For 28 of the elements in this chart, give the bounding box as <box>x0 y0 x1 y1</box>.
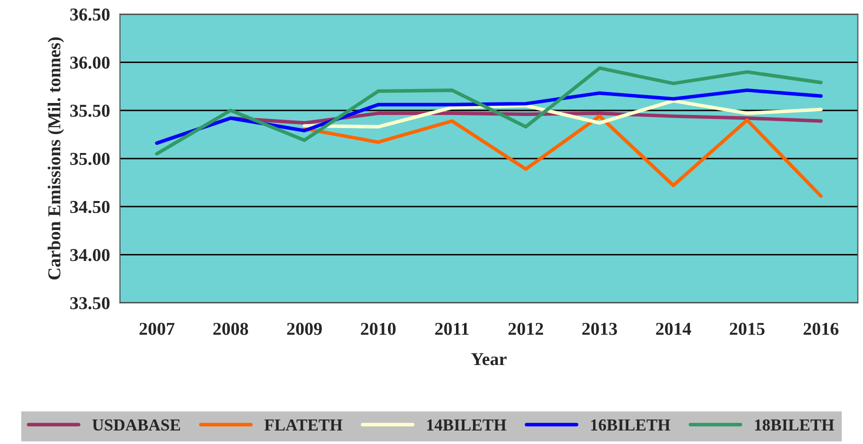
x-axis-title: Year <box>471 353 507 366</box>
x-tick-label: 2008 <box>213 322 248 335</box>
legend-label: FLATETH <box>264 419 342 430</box>
y-tick-label: 35.00 <box>70 152 110 166</box>
x-tick-label: 2007 <box>140 322 174 335</box>
line-series <box>302 99 823 128</box>
x-tick-label: 2016 <box>804 322 838 335</box>
legend-label: 16BILETH <box>591 419 670 431</box>
y-tick-label: 34.50 <box>70 200 110 214</box>
x-tick-label: 2013 <box>582 322 618 335</box>
y-axis-title: Carbon Emissions (Mil. tonnes) <box>48 37 64 280</box>
line-series <box>155 66 823 156</box>
y-tick-label: 36.50 <box>70 8 110 21</box>
legend-label: 18BILETH <box>755 419 834 431</box>
y-tick-label: 33.50 <box>70 297 110 310</box>
y-tick-label: 35.50 <box>70 104 110 117</box>
x-tick-label: 2011 <box>435 322 469 335</box>
x-tick-label: 2014 <box>656 322 692 335</box>
line-series <box>302 114 823 198</box>
y-tick-label: 34.00 <box>70 248 110 262</box>
x-tick-label: 2009 <box>287 322 322 335</box>
line-series <box>155 88 823 145</box>
legend-label: USDABASE <box>92 419 180 431</box>
x-tick-label: 2015 <box>730 322 765 335</box>
y-tick-label: 36.00 <box>70 56 110 69</box>
legend-label: 14BILETH <box>427 419 506 430</box>
x-tick-label: 2010 <box>360 322 396 335</box>
x-tick-label: 2012 <box>508 322 544 335</box>
